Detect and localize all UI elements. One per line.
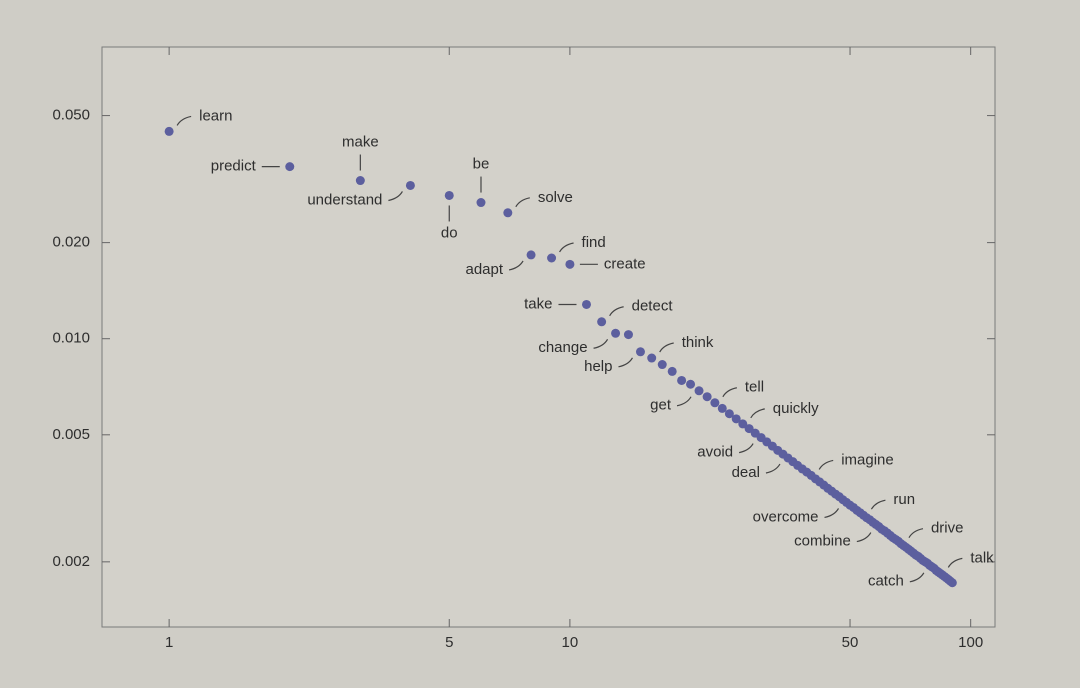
point-label: find xyxy=(582,234,606,251)
leader-line xyxy=(908,528,924,538)
point-label: help xyxy=(584,358,612,375)
y-tick-label: 0.005 xyxy=(52,426,90,443)
data-point xyxy=(285,162,295,172)
data-point xyxy=(623,330,633,340)
x-tick-label: 100 xyxy=(958,634,983,651)
data-point xyxy=(581,299,591,309)
data-point xyxy=(597,317,607,327)
leader-line xyxy=(676,396,692,407)
leader-line xyxy=(947,557,963,568)
leader-line xyxy=(765,463,781,474)
point-label: imagine xyxy=(841,451,894,468)
point-label: talk xyxy=(970,549,994,566)
x-tick-label: 10 xyxy=(562,634,579,651)
point-label: tell xyxy=(745,379,764,396)
data-point xyxy=(526,250,536,260)
leader-line xyxy=(722,387,737,398)
data-point xyxy=(444,190,454,200)
plot-frame xyxy=(101,46,996,628)
point-label: be xyxy=(473,156,490,173)
data-point xyxy=(164,126,174,136)
point-label: detect xyxy=(632,298,674,315)
y-tick-label: 0.020 xyxy=(52,234,90,251)
point-label: drive xyxy=(931,520,964,537)
point-label: create xyxy=(604,255,646,272)
x-tick-label: 5 xyxy=(445,634,453,651)
leader-line xyxy=(750,408,765,419)
data-point xyxy=(547,253,557,263)
leader-line xyxy=(618,357,633,368)
data-point xyxy=(717,403,727,413)
data-point xyxy=(738,419,748,429)
point-label: combine xyxy=(794,533,851,550)
point-label: take xyxy=(524,295,552,312)
y-tick-label: 0.050 xyxy=(52,107,90,124)
x-tick-label: 50 xyxy=(842,634,859,651)
leader-line xyxy=(818,459,834,470)
y-tick-label: 0.010 xyxy=(52,330,90,347)
x-tick-label: 1 xyxy=(165,634,173,651)
point-label: learn xyxy=(199,107,232,124)
point-label: avoid xyxy=(697,444,733,461)
point-label: quickly xyxy=(773,400,819,417)
leader-line xyxy=(870,499,886,510)
leader-line xyxy=(559,242,574,253)
point-label: deal xyxy=(732,464,760,481)
data-point xyxy=(677,375,687,385)
point-label: run xyxy=(893,491,915,508)
point-label: do xyxy=(441,224,458,241)
point-label: change xyxy=(538,339,587,356)
point-label: overcome xyxy=(753,508,819,525)
leader-line xyxy=(508,260,524,271)
data-point xyxy=(635,347,645,357)
point-label: think xyxy=(682,334,714,351)
point-label: adapt xyxy=(466,261,504,278)
leader-line xyxy=(659,342,674,353)
leader-line xyxy=(176,115,192,126)
point-label: solve xyxy=(538,189,573,206)
data-point xyxy=(686,379,696,389)
data-point xyxy=(476,198,486,208)
data-point xyxy=(694,386,704,396)
y-tick-label: 0.002 xyxy=(52,553,90,570)
data-point xyxy=(565,259,575,269)
leader-line xyxy=(388,191,403,202)
leader-line xyxy=(593,338,609,349)
leader-line xyxy=(738,443,754,454)
point-label: understand xyxy=(307,191,382,208)
data-point xyxy=(355,176,365,186)
data-point xyxy=(611,328,621,338)
data-point xyxy=(647,353,657,363)
data-point xyxy=(702,392,712,402)
data-point xyxy=(405,180,415,190)
data-point xyxy=(657,360,667,370)
leader-line xyxy=(856,532,872,543)
data-point xyxy=(710,398,720,408)
data-point xyxy=(724,409,734,419)
data-point xyxy=(503,208,513,218)
point-label: make xyxy=(342,133,379,150)
leader-line xyxy=(824,508,840,519)
leader-line xyxy=(909,572,925,583)
point-label: predict xyxy=(211,158,257,175)
leader-line xyxy=(515,197,530,208)
data-point xyxy=(731,414,741,424)
data-point xyxy=(744,424,754,434)
point-label: get xyxy=(650,397,672,414)
data-point xyxy=(667,366,677,376)
leader-line xyxy=(609,306,624,317)
data-point xyxy=(947,578,957,588)
point-label: catch xyxy=(868,573,904,590)
